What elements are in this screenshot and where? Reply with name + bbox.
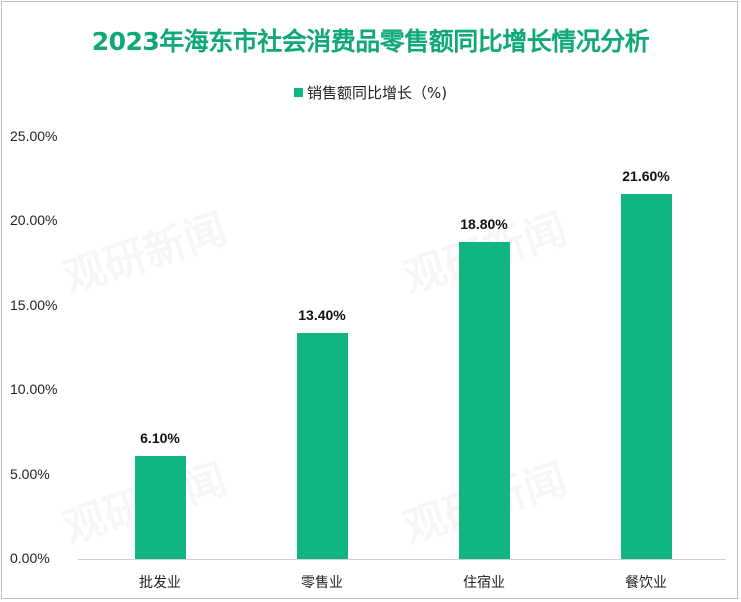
bar bbox=[459, 241, 510, 559]
y-tick-label: 20.00% bbox=[10, 212, 58, 229]
x-axis-line bbox=[78, 559, 726, 560]
x-tick-label: 零售业 bbox=[301, 575, 343, 591]
legend-swatch bbox=[293, 88, 303, 97]
y-tick-label: 25.00% bbox=[10, 128, 58, 144]
legend: 销售额同比增长（%) bbox=[0, 82, 741, 103]
y-tick-label: 5.00% bbox=[10, 465, 50, 482]
y-tick-label: 10.00% bbox=[10, 381, 58, 398]
bar bbox=[297, 332, 348, 559]
bar bbox=[621, 194, 672, 559]
bar-value-label: 21.60% bbox=[622, 168, 670, 185]
x-tick-label: 餐饮业 bbox=[625, 575, 667, 591]
x-tick-label: 批发业 bbox=[139, 575, 181, 591]
x-tick-label: 住宿业 bbox=[463, 575, 505, 591]
bar-value-label: 18.80% bbox=[460, 215, 508, 232]
legend-label: 销售额同比增长（%) bbox=[306, 84, 448, 102]
y-tick-label: 15.00% bbox=[10, 296, 58, 313]
chart-title: 2023年海东市社会消费品零售额同比增长情况分析 bbox=[91, 27, 650, 56]
y-tick-label: 0.00% bbox=[10, 550, 50, 566]
bar-value-label: 13.40% bbox=[298, 306, 346, 323]
bar bbox=[135, 456, 186, 559]
bar-value-label: 6.10% bbox=[140, 430, 180, 447]
